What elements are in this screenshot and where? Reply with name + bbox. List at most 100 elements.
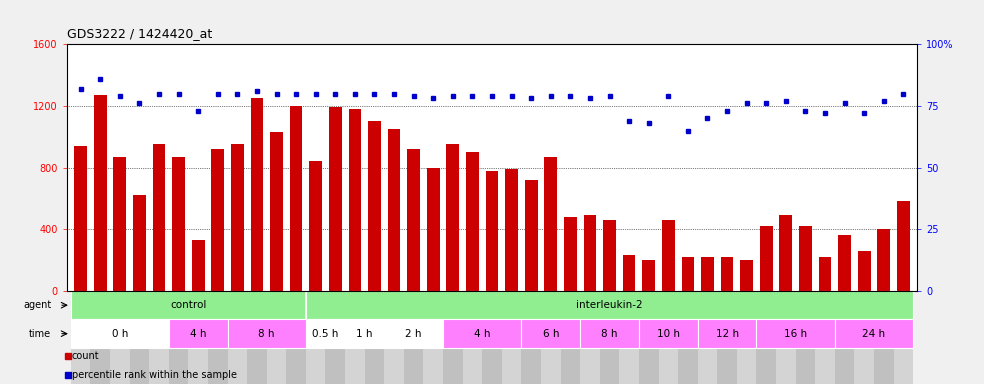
- Bar: [482, 291, 502, 384]
- Bar: [776, 291, 796, 384]
- Bar: [71, 291, 91, 384]
- Bar: [71, 291, 306, 319]
- Bar: [247, 291, 267, 384]
- Bar: [462, 291, 482, 384]
- Bar: [698, 319, 757, 348]
- Bar: [779, 215, 792, 291]
- Bar: [188, 291, 208, 384]
- Bar: [306, 319, 345, 348]
- Bar: [388, 129, 400, 291]
- Bar: [581, 291, 599, 384]
- Bar: [561, 291, 581, 384]
- Bar: [326, 291, 345, 384]
- Bar: [345, 291, 365, 384]
- Bar: [365, 291, 385, 384]
- Bar: [639, 291, 658, 384]
- Bar: [385, 319, 443, 348]
- Bar: [309, 161, 322, 291]
- Bar: [740, 260, 753, 291]
- Bar: [717, 291, 737, 384]
- Text: agent: agent: [23, 300, 51, 310]
- Bar: [541, 291, 561, 384]
- Bar: [643, 260, 655, 291]
- Bar: [93, 95, 106, 291]
- Bar: [524, 180, 537, 291]
- Bar: [212, 149, 224, 291]
- Bar: [486, 170, 498, 291]
- Bar: [130, 291, 150, 384]
- Bar: [893, 291, 913, 384]
- Text: 16 h: 16 h: [784, 329, 807, 339]
- Bar: [698, 291, 717, 384]
- Bar: [447, 144, 460, 291]
- Bar: [227, 291, 247, 384]
- Bar: [153, 144, 165, 291]
- Bar: [150, 291, 169, 384]
- Text: 10 h: 10 h: [656, 329, 680, 339]
- Bar: [737, 291, 757, 384]
- Bar: [796, 291, 815, 384]
- Bar: [169, 319, 227, 348]
- Bar: [757, 319, 834, 348]
- Bar: [113, 157, 126, 291]
- Bar: [834, 291, 854, 384]
- Bar: [619, 291, 639, 384]
- Bar: [169, 291, 188, 384]
- Bar: [403, 291, 423, 384]
- Bar: [423, 291, 443, 384]
- Text: 2 h: 2 h: [405, 329, 422, 339]
- Bar: [208, 291, 227, 384]
- Bar: [172, 157, 185, 291]
- Text: 24 h: 24 h: [862, 329, 886, 339]
- Text: control: control: [170, 300, 207, 310]
- Bar: [834, 319, 913, 348]
- Text: time: time: [30, 329, 51, 339]
- Bar: [407, 149, 420, 291]
- Bar: [74, 146, 87, 291]
- Bar: [368, 121, 381, 291]
- Bar: [623, 255, 636, 291]
- Bar: [544, 157, 557, 291]
- Bar: [838, 235, 851, 291]
- Text: 4 h: 4 h: [474, 329, 490, 339]
- Bar: [799, 226, 812, 291]
- Bar: [267, 291, 286, 384]
- Text: 6 h: 6 h: [542, 329, 559, 339]
- Bar: [251, 98, 264, 291]
- Bar: [91, 291, 110, 384]
- Bar: [289, 106, 302, 291]
- Bar: [385, 291, 403, 384]
- Bar: [858, 251, 871, 291]
- Bar: [581, 319, 639, 348]
- Bar: [192, 240, 205, 291]
- Bar: [443, 319, 522, 348]
- Bar: [345, 319, 385, 348]
- Bar: [466, 152, 479, 291]
- Bar: [599, 291, 619, 384]
- Bar: [878, 229, 891, 291]
- Bar: [854, 291, 874, 384]
- Bar: [819, 257, 831, 291]
- Bar: [757, 291, 776, 384]
- Bar: [584, 215, 596, 291]
- Bar: [682, 257, 695, 291]
- Bar: [271, 132, 282, 291]
- Bar: [720, 257, 733, 291]
- Bar: [760, 226, 772, 291]
- Bar: [306, 291, 326, 384]
- Bar: [306, 291, 913, 319]
- Bar: [505, 169, 518, 291]
- Text: GDS3222 / 1424420_at: GDS3222 / 1424420_at: [67, 27, 213, 40]
- Bar: [662, 220, 675, 291]
- Bar: [639, 319, 698, 348]
- Bar: [348, 109, 361, 291]
- Bar: [702, 257, 713, 291]
- Bar: [603, 220, 616, 291]
- Text: interleukin-2: interleukin-2: [577, 300, 643, 310]
- Bar: [133, 195, 146, 291]
- Bar: [874, 291, 893, 384]
- Bar: [815, 291, 834, 384]
- Bar: [502, 291, 522, 384]
- Text: 0 h: 0 h: [111, 329, 128, 339]
- Bar: [427, 167, 440, 291]
